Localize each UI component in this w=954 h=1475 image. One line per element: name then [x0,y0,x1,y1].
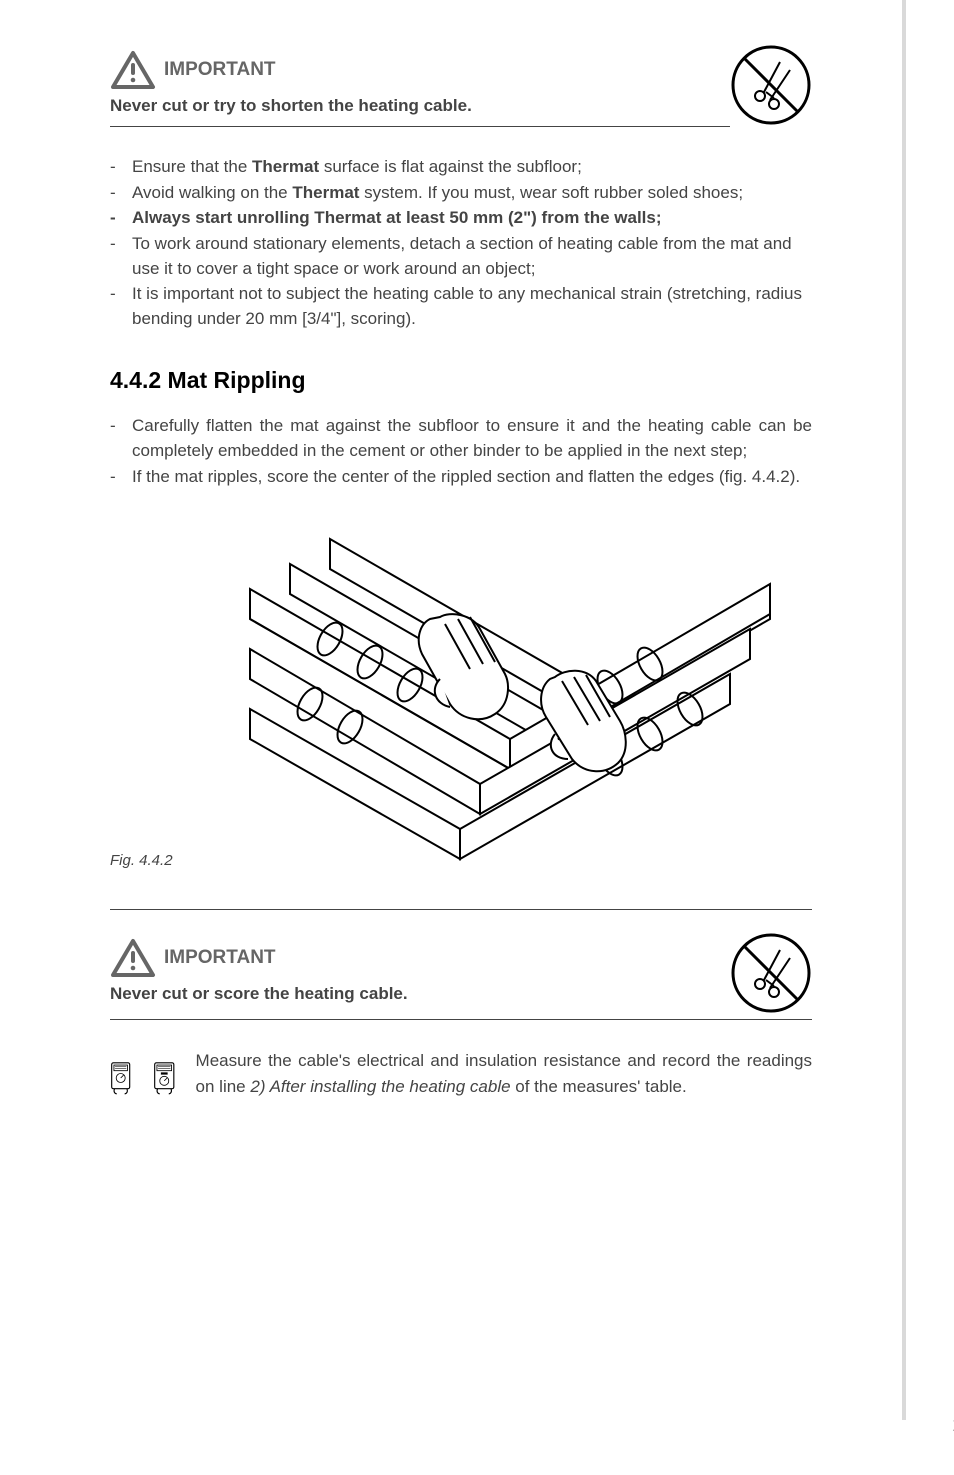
warning-triangle-icon [110,50,156,90]
scissors-no-cut-icon [730,44,812,131]
bullet-list-1: Ensure that the Thermat surface is flat … [110,155,812,331]
bullet-list-2: Carefully flatten the mat against the su… [110,414,812,489]
scissors-no-cut-icon [730,932,812,1019]
measure-instruction: Measure the cable's electrical and insul… [110,1048,812,1108]
list-item: Avoid walking on the Thermat system. If … [110,181,812,206]
divider [110,126,730,127]
figure-caption: Fig. 4.4.2 [110,852,173,869]
mat-rippling-illustration [210,529,790,869]
figure-mat-rippling: Fig. 4.4.2 [110,529,812,869]
measure-text: Measure the cable's electrical and insul… [196,1048,812,1099]
list-item: To work around stationary elements, deta… [110,232,812,281]
list-item: Always start unrolling Thermat at least … [110,206,812,231]
list-item: It is important not to subject the heati… [110,282,812,331]
divider [110,909,812,910]
section-heading: 4.4.2 Mat Rippling [110,367,812,394]
important-heading-2: IMPORTANT [110,938,730,978]
megger-icon [153,1048,178,1108]
important-text-2: Never cut or score the heating cable. [110,984,640,1004]
warning-triangle-icon [110,938,156,978]
list-item: Carefully flatten the mat against the su… [110,414,812,463]
important-label-1: IMPORTANT [164,59,276,81]
important-heading-1: IMPORTANT [110,50,730,90]
divider [110,1019,812,1020]
list-item: Ensure that the Thermat surface is flat … [110,155,812,180]
important-label-2: IMPORTANT [164,947,276,969]
multimeter-icon [110,1048,135,1108]
list-item: If the mat ripples, score the center of … [110,465,812,490]
important-text-1: Never cut or try to shorten the heating … [110,96,640,116]
